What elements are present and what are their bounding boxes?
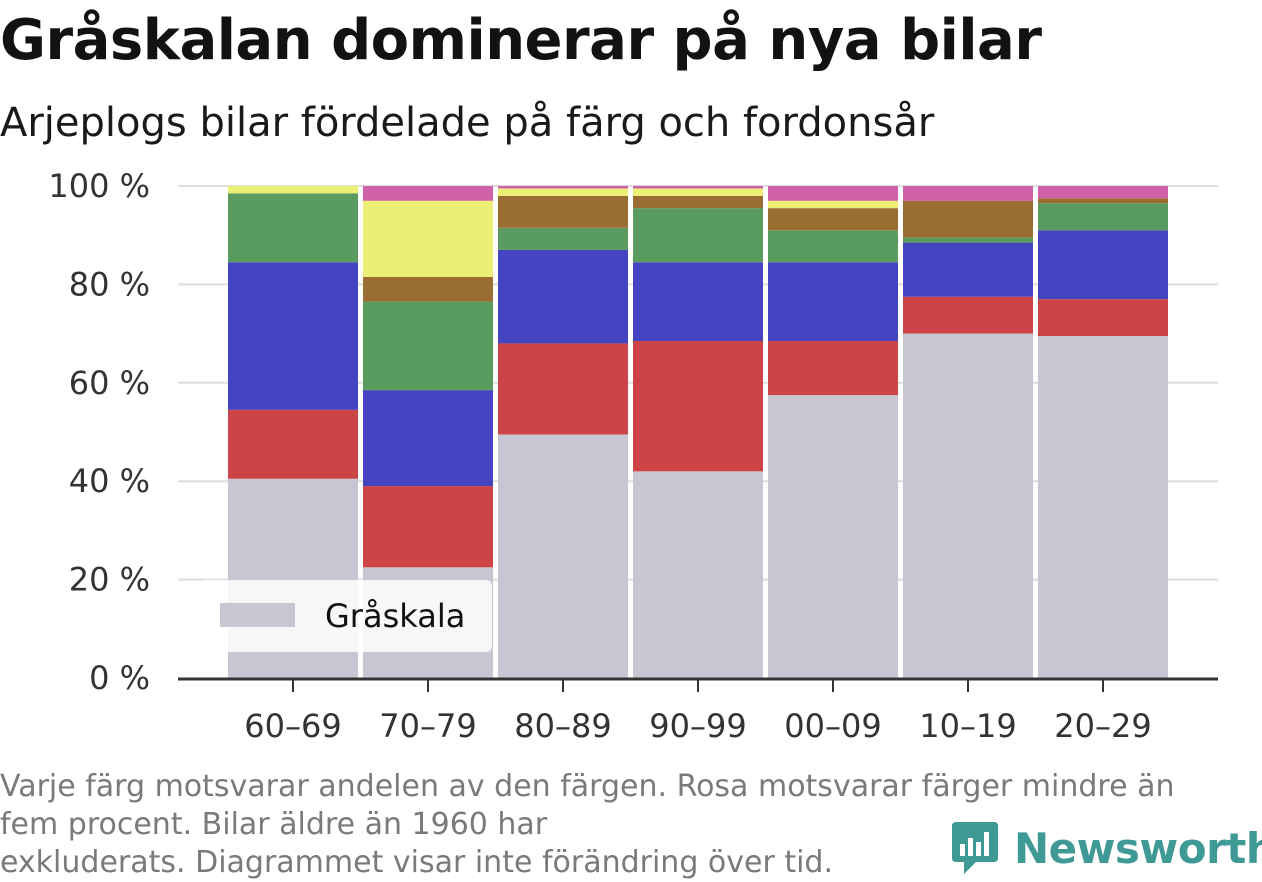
y-tick-label: 80 % [69,265,150,303]
y-tick-label: 60 % [69,364,150,402]
x-tick-label: 70–79 [379,707,476,745]
bar-segment [903,200,1033,238]
brand-logo: Newsworthy [950,818,1262,878]
bar-segment [768,395,898,678]
bar-segment [498,343,628,435]
bar-segment [1038,230,1168,300]
legend-box [200,580,492,652]
x-tick-label: 60–69 [244,707,341,745]
x-tick-label: 00–09 [784,707,881,745]
bar-segment [768,200,898,209]
bar-segment [903,242,1033,297]
bar-segment [363,186,493,201]
bar-segment [633,340,763,472]
bar-segment [498,195,628,228]
y-tick-label: 0 % [89,659,150,697]
bar-segment [363,486,493,568]
bar-segment [903,296,1033,334]
brand-name: Newsworthy [1014,823,1262,873]
bar-segment [633,208,763,263]
bar-segment [498,186,628,189]
legend-swatch [220,603,295,627]
chart-subtitle: Arjeplogs bilar fördelade på färg och fo… [0,100,935,146]
bar-segment [633,188,763,196]
bar-segment [768,208,898,231]
bar-segment [903,186,1033,201]
bar-segment [228,262,358,410]
bar-segment [633,195,763,209]
bar-segment [228,186,358,194]
bar-segment [498,227,628,250]
x-axis: 60–69 70–79 80–89 90–99 00–09 10–19 20–29 [178,677,1218,745]
bar-segment [1038,336,1168,678]
bar-segment [228,409,358,479]
bar-segment [633,262,763,341]
bar-segment [498,434,628,678]
bar-segment [363,277,493,302]
x-tick-label: 90–99 [649,707,746,745]
bar-segment [363,200,493,278]
y-tick-label: 40 % [69,462,150,500]
bar-segment [228,193,358,263]
bar-segment [903,333,1033,678]
footnote-line-2: fem procent. Bilar äldre än 1960 har [0,807,548,842]
bar-segment [768,262,898,341]
bar-segment [498,188,628,196]
y-tick-label: 100 % [48,167,150,205]
bar-segment [363,390,493,487]
bar-segment [768,340,898,396]
bar-segment [768,186,898,201]
chart-title: Gråskalan dominerar på nya bilar [0,8,1042,73]
bar-segment [1038,186,1168,199]
bar-segment [633,186,763,189]
footnote-line-3: exkluderats. Diagrammet visar inte förän… [0,845,834,880]
bar-segment [1038,198,1168,204]
legend-label: Gråskala [325,597,465,635]
legend: Gråskala [200,580,492,652]
bar-segment [363,301,493,391]
footnote-line-1: Varje färg motsvarar andelen av den färg… [0,769,1175,804]
footnote: Varje färg motsvarar andelen av den färg… [0,768,1240,882]
x-tick-label: 80–89 [514,707,611,745]
y-axis: 0 % 20 % 40 % 60 % 80 % 100 % [48,167,150,697]
x-tick-label: 10–19 [919,707,1016,745]
bar-segment [498,249,628,344]
bar-segment [1038,203,1168,231]
bar-segment [768,230,898,263]
bar-segment [1038,299,1168,337]
bar-segment [633,471,763,678]
bar-segment [903,237,1033,243]
newsworthy-logo-icon [952,822,998,874]
x-tick-label: 20–29 [1054,707,1151,745]
y-tick-label: 20 % [69,561,150,599]
